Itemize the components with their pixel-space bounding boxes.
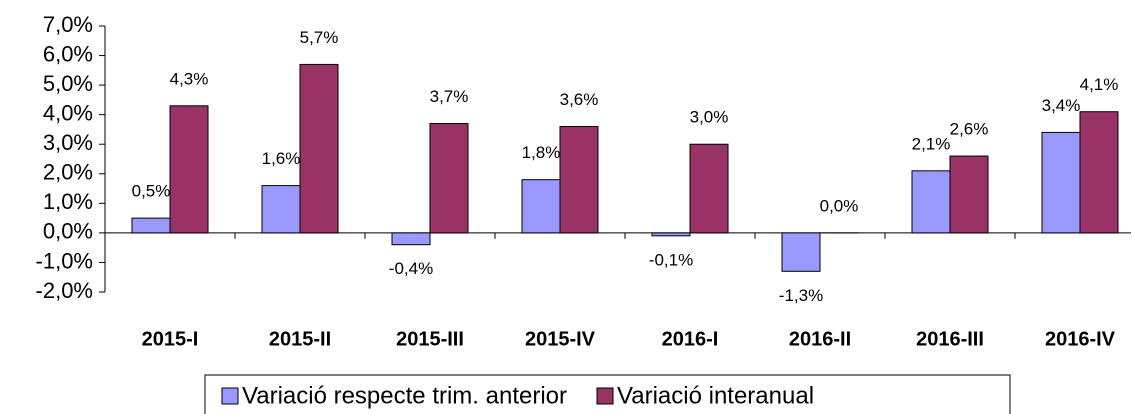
y-tick-label: 4,0% [43,100,93,125]
bar [131,217,171,234]
value-label: 4,1% [1080,75,1119,94]
bar [299,63,339,234]
bar [261,185,301,234]
x-tick-label: 2015-IV [525,328,596,350]
bar [391,232,431,246]
bar [1041,131,1081,234]
value-label: 2,6% [950,120,989,139]
bar [429,123,469,234]
legend-label: Variació respecte trim. anterior [242,382,567,409]
y-tick-label: 7,0% [43,12,93,37]
x-tick-label: 2015-III [396,328,464,350]
value-label: 4,3% [170,69,209,88]
y-tick-label: 0,0% [43,219,93,244]
value-label: 2,1% [912,134,951,153]
legend-swatch [221,387,239,405]
y-tick-label: 6,0% [43,41,93,66]
value-label: 3,7% [430,87,469,106]
value-label: 1,6% [262,149,301,168]
y-tick-label: -1,0% [36,248,93,273]
x-tick-label: 2016-I [662,328,719,350]
value-label: -0,4% [389,259,433,278]
value-label: 3,0% [690,108,729,127]
value-label: 5,7% [300,28,339,47]
bar [559,125,599,234]
bar [911,170,951,234]
x-tick-label: 2016-III [916,328,984,350]
legend-swatch [596,387,614,405]
value-label: 0,0% [820,196,859,215]
bar [689,143,729,234]
value-label: -0,1% [649,250,693,269]
bar [651,232,691,237]
x-tick-label: 2016-II [789,328,851,350]
legend-label: Variació interanual [617,382,814,409]
value-label: 1,8% [522,143,561,162]
x-tick-label: 2015-I [142,328,199,350]
bar [781,232,821,272]
value-label: 3,6% [560,90,599,109]
bar [949,155,989,234]
x-tick-label: 2015-II [269,328,331,350]
y-tick-label: 1,0% [43,189,93,214]
y-tick-label: 3,0% [43,130,93,155]
bar [1079,111,1119,234]
value-label: -1,3% [779,286,823,305]
y-tick-label: 5,0% [43,71,93,96]
y-tick-label: 2,0% [43,160,93,185]
bar [169,105,209,234]
value-label: 0,5% [132,182,171,201]
x-tick-label: 2016-IV [1045,328,1116,350]
value-label: 3,4% [1042,96,1081,115]
y-tick-label: -2,0% [36,278,93,303]
bar [521,179,561,234]
